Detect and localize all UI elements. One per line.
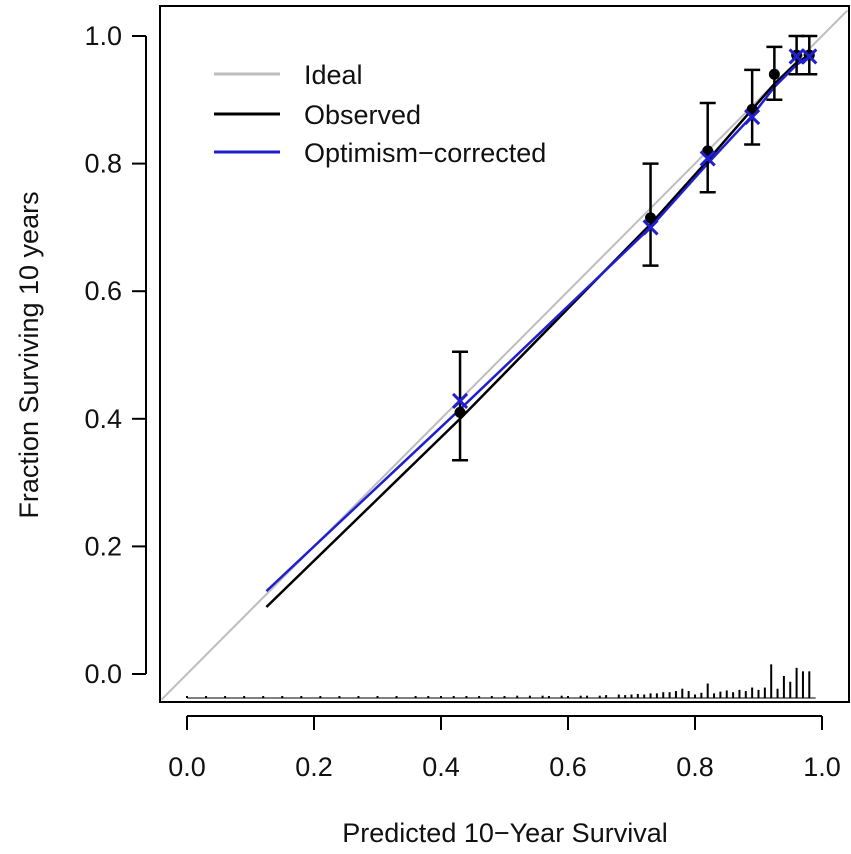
legend: Ideal Observed Optimism−corrected — [214, 60, 546, 168]
x-tick-label-4: 0.8 — [676, 752, 714, 782]
series-layer — [265, 34, 818, 608]
optimism-corrected-marker-0 — [451, 392, 469, 409]
observed-point-3 — [746, 103, 758, 115]
optimism-corrected-marker-5 — [801, 48, 818, 65]
observed-point-4 — [768, 68, 780, 80]
ideal-line — [160, 9, 849, 701]
x-tick-label-3: 0.6 — [549, 752, 587, 782]
legend-label-optimism-corrected: Optimism−corrected — [304, 138, 546, 168]
x-axis-label: Predicted 10−Year Survival — [342, 818, 667, 848]
y-axis-label: Fraction Surviving 10 years — [14, 191, 44, 518]
optimism-corrected-marker-3 — [744, 108, 761, 126]
y-tick-label-5: 1.0 — [84, 21, 122, 51]
optimism-corrected-marker-4 — [788, 48, 805, 65]
x-tick-label-1: 0.2 — [295, 752, 333, 782]
optimism-corrected-marker-1 — [642, 219, 659, 236]
y-axis: 0.0 0.2 0.4 0.6 0.8 1.0 — [84, 21, 147, 689]
plot-frame — [159, 5, 850, 703]
x-tick-label-5: 1.0 — [803, 752, 841, 782]
y-tick-label-0: 0.0 — [84, 659, 122, 689]
x-axis: 0.0 0.2 0.4 0.6 0.8 1.0 — [168, 715, 841, 782]
optimism-corrected-marker-2 — [699, 150, 716, 167]
observed-point-2 — [702, 145, 714, 157]
optimism-corrected-line — [265, 55, 810, 593]
legend-label-ideal: Ideal — [304, 60, 363, 90]
y-tick-label-1: 0.2 — [84, 531, 122, 561]
x-tick-label-0: 0.0 — [168, 752, 206, 782]
legend-label-observed: Observed — [304, 100, 421, 130]
observed-point-1 — [645, 212, 657, 224]
x-tick-label-2: 0.4 — [422, 752, 460, 782]
observed-line — [265, 54, 810, 608]
rug-histogram — [186, 664, 816, 699]
observed-point-0 — [454, 406, 466, 418]
y-tick-label-4: 0.8 — [84, 149, 122, 179]
ideal-line-layer — [160, 9, 849, 701]
y-tick-label-3: 0.6 — [84, 276, 122, 306]
y-tick-label-2: 0.4 — [84, 404, 122, 434]
